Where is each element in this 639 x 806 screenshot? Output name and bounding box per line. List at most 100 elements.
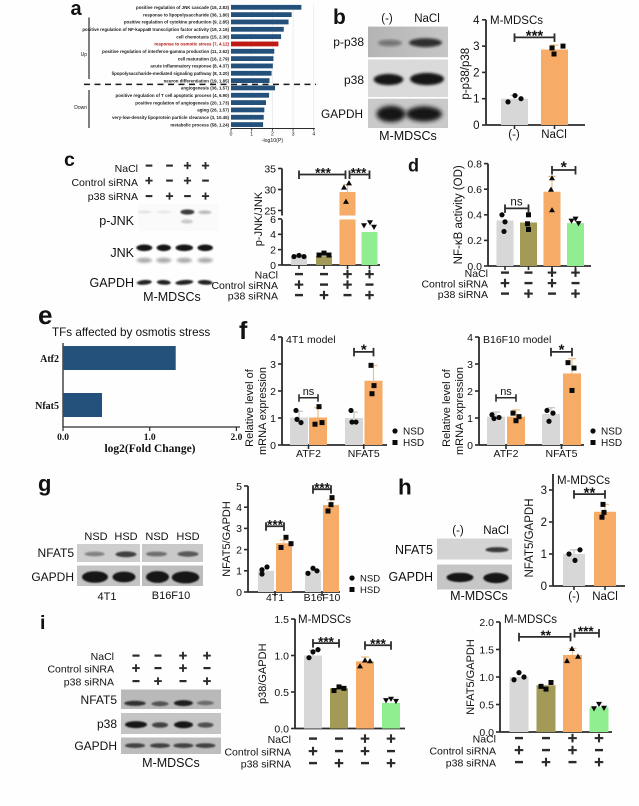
svg-text:0: 0 xyxy=(230,132,233,138)
svg-text:(-): (-) xyxy=(381,13,393,25)
svg-text:c: c xyxy=(64,149,75,171)
svg-text:2: 2 xyxy=(236,544,242,556)
svg-text:M-MDSCs: M-MDSCs xyxy=(450,589,508,603)
svg-text:1: 1 xyxy=(236,566,242,578)
svg-text:NSD: NSD xyxy=(360,574,380,585)
svg-text:GAPDH: GAPDH xyxy=(90,276,134,290)
svg-text:4T1: 4T1 xyxy=(266,592,284,604)
svg-text:(-): (-) xyxy=(568,591,580,603)
svg-text:NSD: NSD xyxy=(145,531,168,543)
svg-text:M-MDSCs: M-MDSCs xyxy=(379,129,437,143)
svg-text:b: b xyxy=(333,6,346,29)
svg-text:2.0: 2.0 xyxy=(230,433,242,443)
svg-text:B16F10: B16F10 xyxy=(304,592,341,604)
svg-text:JNK: JNK xyxy=(110,246,134,260)
svg-text:1: 1 xyxy=(473,94,479,106)
svg-text:NFAT5/GAPDH: NFAT5/GAPDH xyxy=(524,498,536,577)
svg-text:*: * xyxy=(561,160,568,177)
svg-text:NaCl: NaCl xyxy=(115,163,138,175)
svg-text:response to lipopolysaccharide: response to lipopolysaccharide (36, 1.80… xyxy=(143,12,229,17)
svg-text:mRNA expression: mRNA expression xyxy=(257,367,269,455)
svg-text:NFAT5: NFAT5 xyxy=(348,448,380,460)
svg-text:1: 1 xyxy=(541,549,547,561)
svg-text:GAPDH: GAPDH xyxy=(321,107,363,121)
svg-text:p-p38/p38: p-p38/p38 xyxy=(460,48,472,100)
svg-text:NF-κB activity (OD): NF-κB activity (OD) xyxy=(453,165,465,264)
svg-text:GAPDH: GAPDH xyxy=(74,739,117,753)
svg-text:***: *** xyxy=(578,624,595,639)
svg-text:positive regulation of T cell: positive regulation of T cell apoptotic … xyxy=(116,93,230,98)
svg-text:5: 5 xyxy=(236,481,242,493)
svg-text:NaCl: NaCl xyxy=(91,651,114,663)
svg-text:NaCl: NaCl xyxy=(465,268,488,280)
svg-text:35: 35 xyxy=(264,163,276,175)
svg-text:Relative level of: Relative level of xyxy=(244,368,256,447)
svg-text:4T1: 4T1 xyxy=(98,591,117,603)
svg-text:3: 3 xyxy=(270,359,276,371)
svg-text:NaCl: NaCl xyxy=(592,591,618,603)
svg-text:***: *** xyxy=(315,166,332,181)
svg-text:positive regulation of JNK cas: positive regulation of JNK cascade (16, … xyxy=(136,5,230,10)
svg-text:Control siRNA: Control siRNA xyxy=(224,747,291,759)
svg-text:M-MDSCs: M-MDSCs xyxy=(143,290,201,304)
svg-text:p-p38: p-p38 xyxy=(333,35,364,49)
svg-text:log2(Fold Change): log2(Fold Change) xyxy=(104,443,195,455)
svg-text:p38/GAPDH: p38/GAPDH xyxy=(257,643,269,704)
svg-text:response to osmotic stress (7,: response to osmotic stress (7, 4.12) xyxy=(154,42,229,47)
svg-text:M-MDSCs: M-MDSCs xyxy=(298,614,351,626)
svg-text:1.0: 1.0 xyxy=(144,433,156,443)
svg-text:4: 4 xyxy=(312,132,315,138)
svg-text:1.5: 1.5 xyxy=(479,644,494,656)
svg-text:***: *** xyxy=(526,28,544,45)
svg-text:very-low-density lipoprotein p: very-low-density lipoprotein particle cl… xyxy=(112,115,229,120)
svg-text:NFAT5/GAPDH: NFAT5/GAPDH xyxy=(221,501,233,577)
svg-text:***: *** xyxy=(351,166,368,181)
svg-text:Control siRNA: Control siRNA xyxy=(429,746,496,758)
svg-text:0.0: 0.0 xyxy=(479,727,494,739)
svg-text:2: 2 xyxy=(541,517,547,529)
svg-text:p38 siRNA: p38 siRNA xyxy=(88,191,138,203)
svg-text:GAPDH: GAPDH xyxy=(389,570,433,584)
svg-text:angiogenesis (36, 1.57): angiogenesis (36, 1.57) xyxy=(181,86,230,91)
svg-text:-log10(P): -log10(P) xyxy=(262,138,284,144)
svg-text:HSD: HSD xyxy=(176,531,199,543)
svg-text:0: 0 xyxy=(541,581,547,593)
svg-text:HSD: HSD xyxy=(403,438,424,449)
svg-text:1: 1 xyxy=(270,413,276,425)
svg-text:Relative level of: Relative level of xyxy=(441,368,453,447)
svg-text:Control siNRA: Control siNRA xyxy=(47,664,114,676)
svg-text:3: 3 xyxy=(292,132,295,138)
svg-text:ATF2: ATF2 xyxy=(494,448,519,460)
svg-text:positive regulation of cytokin: positive regulation of cytokine producti… xyxy=(124,20,230,25)
svg-text:ns: ns xyxy=(303,386,315,398)
svg-text:NaCl: NaCl xyxy=(414,13,440,25)
svg-text:0.4: 0.4 xyxy=(467,210,482,222)
svg-text:0: 0 xyxy=(270,260,276,272)
svg-text:cell maturation (16, 2.79): cell maturation (16, 2.79) xyxy=(178,56,230,61)
svg-text:NSD: NSD xyxy=(601,427,622,438)
svg-text:2: 2 xyxy=(271,132,274,138)
svg-text:M-MDSCs: M-MDSCs xyxy=(504,614,557,626)
svg-text:h: h xyxy=(398,475,412,500)
svg-text:lipopolysaccharide-mediated si: lipopolysaccharide-mediated signaling pa… xyxy=(112,71,230,76)
svg-text:0: 0 xyxy=(270,440,276,452)
svg-text:0.0: 0.0 xyxy=(467,261,482,273)
svg-text:4: 4 xyxy=(270,332,276,344)
svg-text:positive regulation of angioge: positive regulation of angiogenesis (20,… xyxy=(135,100,229,105)
svg-text:NFAT5: NFAT5 xyxy=(395,543,433,557)
svg-text:1.0: 1.0 xyxy=(274,650,289,662)
svg-text:3: 3 xyxy=(467,359,473,371)
svg-text:0: 0 xyxy=(236,587,242,599)
svg-text:NFAT5: NFAT5 xyxy=(38,546,75,560)
svg-text:0.0: 0.0 xyxy=(274,723,289,735)
svg-text:2: 2 xyxy=(473,67,479,79)
svg-text:p-JNK: p-JNK xyxy=(99,214,134,228)
svg-text:0.8: 0.8 xyxy=(467,158,482,170)
svg-text:0.5: 0.5 xyxy=(274,687,289,699)
svg-text:0.6: 0.6 xyxy=(467,184,482,196)
svg-text:f: f xyxy=(239,317,248,345)
svg-text:acute inflammatory response (8: acute inflammatory response (8, 4.37) xyxy=(150,64,229,69)
svg-text:3: 3 xyxy=(473,41,479,53)
svg-text:d: d xyxy=(408,156,419,176)
svg-text:positive regulation of NF-kapp: positive regulation of NF-kappaB transcr… xyxy=(82,27,229,32)
